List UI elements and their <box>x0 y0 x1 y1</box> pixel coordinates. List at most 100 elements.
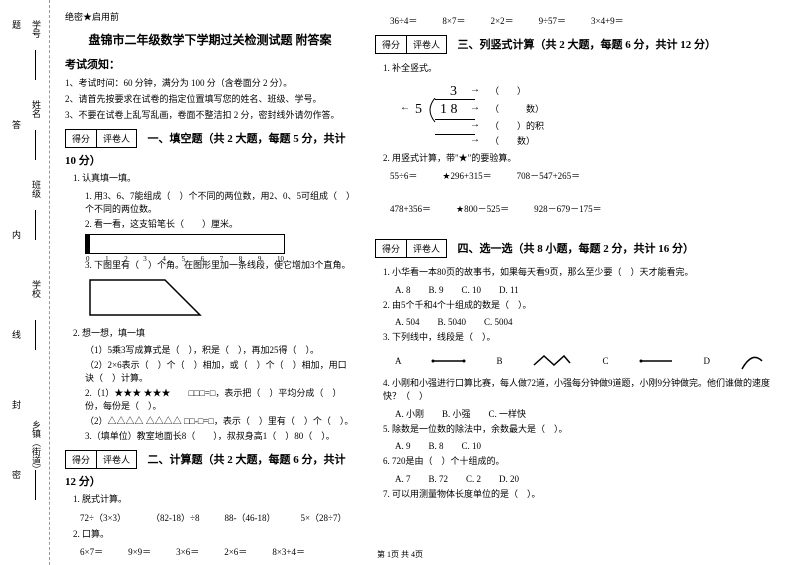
calc-item: 9×9＝ <box>128 545 151 558</box>
calc-item: 6×7＝ <box>80 545 103 558</box>
right-column: 36÷4＝ 8×7＝ 2×2＝ 9÷57＝ 3×4+9＝ 得分 评卷人 三、列竖… <box>375 10 785 555</box>
choice-q5: 5. 除数是一位数的除法中，余数最大是（ ）。 <box>383 423 785 437</box>
calc-item: 55÷6＝ <box>390 169 417 182</box>
vert-br3: （ ）的积 <box>490 119 544 132</box>
ruler-mark: 5 <box>181 255 185 263</box>
choice-q1-opts: A. 8 B. 9 C. 10 D. 11 <box>395 283 785 296</box>
side-underline <box>35 320 36 350</box>
arrow-icon: → <box>470 119 480 130</box>
calc-item: 2×2＝ <box>491 14 514 27</box>
calc-item: 928－679－175＝ <box>534 202 602 215</box>
q2-sub1: （1）5乘3写成算式是（ ），积是（ ），再加25得（ ）。 <box>85 343 355 356</box>
side-label-name: 姓名 <box>30 100 43 118</box>
division-bracket-icon <box>425 98 437 123</box>
score-box: 得分 评卷人 <box>375 239 447 258</box>
ruler-image: 0 1 2 3 4 5 6 7 8 9 10 <box>85 234 285 254</box>
calc-item: 478+356＝ <box>390 202 431 215</box>
arrow-icon: → <box>470 102 480 113</box>
grader-label: 评卷人 <box>97 451 136 468</box>
calc2-label: 2. 口算。 <box>73 528 355 542</box>
arrow-icon: → <box>470 134 480 145</box>
calc-item: ★296+315＝ <box>442 169 491 182</box>
vert-br4: （ 数） <box>490 134 535 147</box>
score-box: 得分 评卷人 <box>65 129 137 148</box>
seal-char: 题 <box>10 20 23 29</box>
calc-item: （82-18）÷8 <box>151 511 199 524</box>
option-b: B <box>496 356 502 366</box>
exam-title: 盘锦市二年级数学下学期过关检测试题 附答案 <box>65 31 355 48</box>
vert-n2: 5 <box>415 102 422 118</box>
calc-row: 72÷（3×3） （82-18）÷8 88-（46-18） 5×（28÷7） <box>80 511 355 524</box>
arrow-icon: ← <box>400 102 410 113</box>
calc-row: 478+356＝ ★800－525＝ 928－679－175＝ <box>390 202 785 215</box>
left-column: 绝密★启用前 盘锦市二年级数学下学期过关检测试题 附答案 考试须知： 1、考试时… <box>65 10 355 555</box>
ruler-mark: 6 <box>201 255 205 263</box>
side-label-school: 学校 <box>30 280 43 298</box>
q1-label: 1. 认真填一填。 <box>73 172 355 186</box>
seal-char: 封 <box>10 400 23 409</box>
seal-char: 答 <box>10 120 23 129</box>
vert-br2: （ 数） <box>490 102 544 115</box>
section-3-title: 三、列竖式计算（共 2 大题，每题 6 分，共计 12 分） <box>458 39 717 51</box>
ruler-mark: 9 <box>258 255 262 263</box>
side-underline <box>35 210 36 240</box>
calc-row: 55÷6＝ ★296+315＝ 708－547+265＝ <box>390 169 785 182</box>
choice-q1: 1. 小华看一本80页的故事书，如果每天看9页，那么至少要（ ）天才能看完。 <box>383 266 785 280</box>
vert-line <box>435 99 475 100</box>
q1-sub2: 2. 看一看，这支铅笔长（ ）厘米。 <box>85 217 355 230</box>
trapezoid-shape <box>85 275 335 323</box>
ruler-mark: 3 <box>143 255 147 263</box>
q1-sub1: 1. 用3、6、7能组成（ ）个不同的两位数，用2、0、5可组成（ ）个不同的两… <box>85 189 355 215</box>
ruler-mark: 7 <box>220 255 224 263</box>
ruler-mark: 2 <box>124 255 128 263</box>
choice-q4-opts: A. 小刚 B. 小强 C. 一样快 <box>395 407 785 420</box>
calc-item: 2×6＝ <box>224 545 247 558</box>
notice-heading: 考试须知： <box>65 56 355 72</box>
calc-item: 3×4+9＝ <box>591 14 624 27</box>
choice-q2-opts: A. 504 B. 5040 C. 5004 <box>395 315 785 328</box>
grader-label: 评卷人 <box>407 240 446 257</box>
ruler-marks: 0 1 2 3 4 5 6 7 8 9 10 <box>86 255 284 263</box>
ruler-mark: 1 <box>105 255 109 263</box>
calc-row: 36÷4＝ 8×7＝ 2×2＝ 9÷57＝ 3×4+9＝ <box>390 14 785 27</box>
choice-q3: 3. 下列线中，线段是（ ）。 <box>383 331 785 345</box>
section-4-title: 四、选一选（共 8 小题，每题 2 分，共计 16 分） <box>458 243 695 255</box>
calc-item: 3×6＝ <box>176 545 199 558</box>
choice-q4: 4. 小刚和小强进行口算比赛，每人做72道，小强每分钟做9道题，小刚9分钟做完。… <box>383 377 785 404</box>
vert-line <box>435 119 475 120</box>
content-columns: 绝密★启用前 盘锦市二年级数学下学期过关检测试题 附答案 考试须知： 1、考试时… <box>50 0 800 565</box>
option-d: D <box>704 356 711 366</box>
secret-label: 绝密★启用前 <box>65 10 355 23</box>
calc1-label: 1. 脱式计算。 <box>73 493 355 507</box>
vertical-calculation: 3 5 1 8 → （ ） → （ 数） → （ ）的积 → （ 数） ← <box>395 84 785 144</box>
seal-char: 密 <box>10 470 23 479</box>
side-label-class: 班级 <box>30 180 43 198</box>
q2-sub5: 3.（填单位）教室地面长8（ ），叔叔身高1（ ）80（ ）。 <box>85 429 355 442</box>
notice-item: 1、考试时间：60 分钟，满分为 100 分（含卷面分 2 分）。 <box>65 76 355 89</box>
section-3-header: 得分 评卷人 三、列竖式计算（共 2 大题，每题 6 分，共计 12 分） <box>375 31 785 58</box>
calc-item: 5×（28÷7） <box>300 511 346 524</box>
side-binding-area: 学号 姓名 班级 学校 乡镇（街道） 题 答 内 线 封 密 <box>0 0 50 565</box>
ruler-mark: 0 <box>86 255 90 263</box>
option-a: A <box>395 356 402 366</box>
vert-n3: 1 8 <box>440 102 458 118</box>
score-label: 得分 <box>66 130 97 147</box>
ray-icon <box>639 353 674 368</box>
choice-q6: 6. 720是由（ ）个十组成的。 <box>383 455 785 469</box>
q2-sub2: （2）2×6表示（ ）个（ ）相加，或（ ）个（ ）相加，用口诀（ ）计算。 <box>85 358 355 384</box>
choice-q6-opts: A. 7 B. 72 C. 2 D. 20 <box>395 472 785 485</box>
page-footer: 第 1页 共 4页 <box>377 549 423 560</box>
curve-icon <box>740 351 765 371</box>
ruler-mark: 8 <box>239 255 243 263</box>
vert-n1: 3 <box>450 84 457 100</box>
side-label-id: 学号 <box>30 20 43 38</box>
calc-item: 88-（46-18） <box>224 511 275 524</box>
notice-item: 3、不要在试卷上乱写乱画，卷面不整洁扣 2 分，密封线外请勿作答。 <box>65 108 355 121</box>
score-label: 得分 <box>376 240 407 257</box>
seal-char: 内 <box>10 230 23 239</box>
q2-sub4: （2）△△△△ △△△△ □□-□=□，表示（ ）里有（ ）个（ ）。 <box>85 414 355 427</box>
calc-item: ★800－525＝ <box>456 202 509 215</box>
score-label: 得分 <box>376 36 407 53</box>
grader-label: 评卷人 <box>407 36 446 53</box>
calc-item: 8×3+4＝ <box>272 545 305 558</box>
